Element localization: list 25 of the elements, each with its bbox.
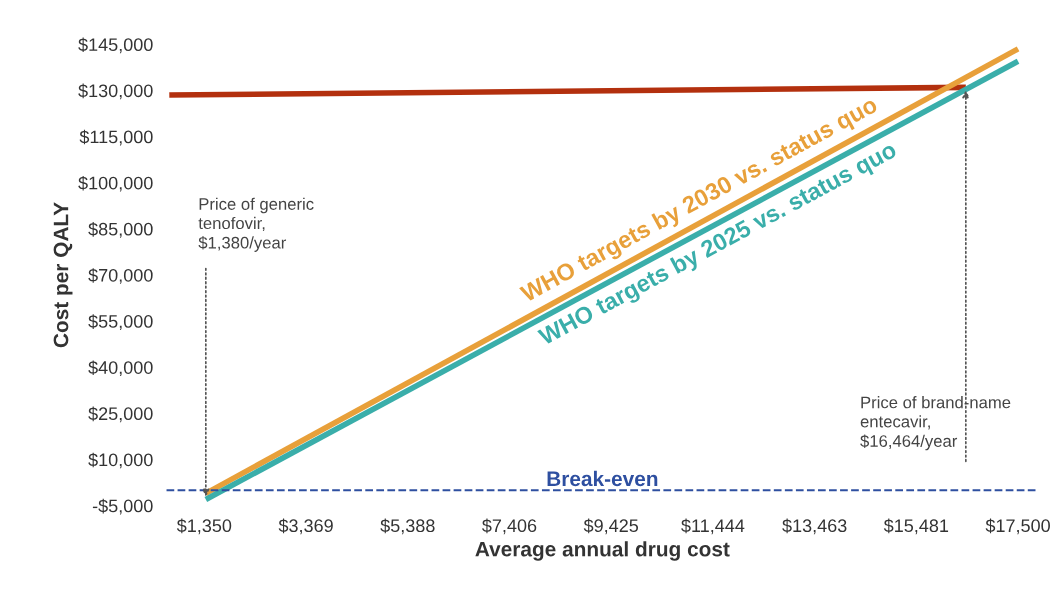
- y-tick-label: $145,000: [78, 37, 153, 54]
- annotation: Price of generic tenofovir, $1,380/year: [198, 197, 314, 252]
- y-tick-label: $70,000: [88, 268, 153, 284]
- x-tick-label: $3,369: [278, 518, 333, 535]
- x-tick-label: $15,481: [883, 518, 949, 535]
- y-tick-label: $100,000: [78, 175, 153, 192]
- y-tick-label: $55,000: [88, 314, 153, 330]
- x-tick-label: $11,444: [681, 518, 745, 535]
- x-tick-label: $7,406: [482, 518, 537, 535]
- y-tick-label: $25,000: [88, 406, 153, 423]
- y-axis-title: Cost per QALY: [53, 202, 73, 348]
- y-tick-label: $40,000: [88, 360, 153, 377]
- y-tick-label: $130,000: [78, 83, 153, 100]
- x-axis-title: Average annual drug cost: [475, 541, 730, 561]
- y-tick-label: $10,000: [88, 452, 153, 469]
- y-tick-label: -$5,000: [92, 498, 153, 515]
- x-tick-label: $13,463: [782, 518, 847, 535]
- ref-line-label: Break-even: [547, 470, 658, 487]
- y-tick-label: $115,000: [79, 129, 153, 146]
- x-tick-label: $1,350: [176, 518, 232, 535]
- y-tick-label: $85,000: [88, 222, 153, 238]
- x-tick-label: $17,500: [985, 518, 1050, 535]
- x-tick-label: $5,388: [380, 518, 435, 535]
- annotation: Price of brand-name entecavir, $16,464/year: [860, 396, 1011, 451]
- x-tick-label: $9,425: [583, 518, 639, 535]
